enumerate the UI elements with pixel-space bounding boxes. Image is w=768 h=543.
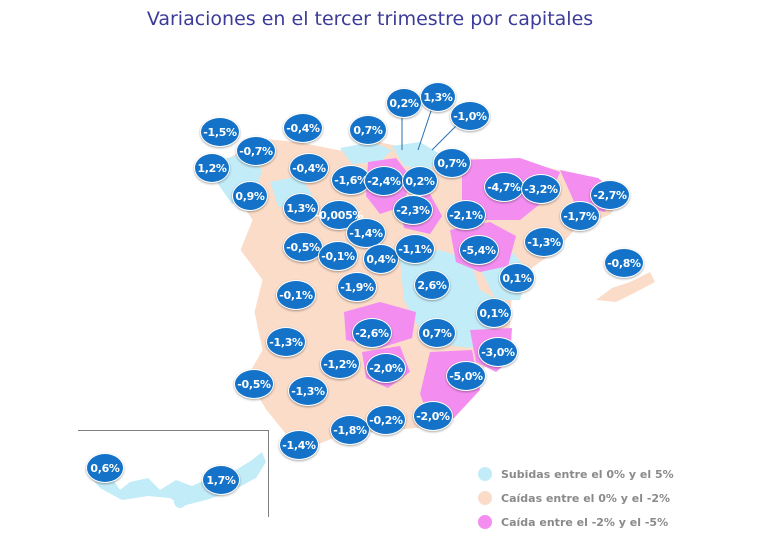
value-bubble: -4,7%: [484, 172, 524, 202]
value-bubble: -2,4%: [364, 166, 404, 196]
value-bubble: 0,2%: [386, 88, 422, 118]
value-bubble: -1,1%: [395, 234, 435, 264]
value-bubble: 0,7%: [349, 115, 387, 145]
map-legend: Subidas entre el 0% y el 5% Caídas entre…: [478, 462, 674, 534]
legend-item-small-fall: Caídas entre el 0% y el -2%: [478, 486, 674, 510]
basque-rise-region: [392, 142, 440, 170]
value-bubble: -5,0%: [446, 361, 486, 391]
value-bubble: 0,1%: [499, 263, 535, 293]
cantabria-rise-region: [340, 142, 392, 164]
value-bubble: -2,0%: [366, 353, 406, 383]
value-bubble: -1,2%: [320, 349, 360, 379]
value-bubble: -0,5%: [283, 232, 323, 262]
value-bubble: -0,1%: [276, 280, 316, 310]
value-bubble: -1,7%: [560, 201, 600, 231]
canary-islands-inset-frame: [78, 430, 269, 517]
value-bubble: -1,3%: [266, 327, 306, 357]
value-bubble: 0,9%: [232, 181, 268, 211]
value-bubble: -3,0%: [478, 337, 518, 367]
value-bubble: -1,3%: [288, 376, 328, 406]
leader-line: [417, 107, 433, 151]
value-bubble: 0,7%: [433, 148, 471, 178]
value-bubble: 1,3%: [420, 82, 456, 112]
value-bubble: 0,6%: [86, 453, 124, 483]
value-bubble: -0,4%: [283, 113, 323, 143]
value-bubble: -1,5%: [200, 117, 240, 147]
value-bubble: -0,4%: [289, 153, 329, 183]
value-bubble: -1,4%: [346, 218, 386, 248]
value-bubble: 0,7%: [418, 318, 456, 348]
value-bubble: 2,6%: [414, 270, 450, 300]
value-bubble: -5,4%: [459, 235, 499, 265]
value-bubble: -1,9%: [337, 272, 377, 302]
value-bubble: -3,2%: [521, 174, 561, 204]
legend-item-large-fall: Caída entre el -2% y el -5%: [478, 510, 674, 534]
value-bubble: -1,3%: [524, 227, 564, 257]
value-bubble: -1,4%: [279, 430, 319, 460]
value-bubble: -1,0%: [450, 101, 490, 131]
value-bubble: 0,4%: [363, 244, 399, 274]
value-bubble: 1,3%: [283, 193, 319, 223]
value-bubble: -0,7%: [236, 136, 276, 166]
value-bubble: -1,8%: [330, 415, 370, 445]
canary-islet: [174, 496, 186, 508]
legend-label-large-fall: Caída entre el -2% y el -5%: [501, 515, 669, 529]
balearic-islands: [596, 272, 655, 302]
legend-swatch-large-fall: [478, 515, 492, 529]
value-bubble: -0,2%: [366, 405, 406, 435]
value-bubble: 0,1%: [476, 298, 512, 328]
legend-swatch-small-fall: [478, 491, 492, 505]
value-bubble: -2,7%: [590, 180, 630, 210]
value-bubble: -2,1%: [446, 200, 486, 230]
value-bubble: -2,3%: [393, 195, 433, 225]
legend-label-small-fall: Caídas entre el 0% y el -2%: [501, 491, 671, 505]
value-bubble: -2,6%: [352, 318, 392, 348]
map-title: Variaciones en el tercer trimestre por c…: [146, 8, 594, 30]
value-bubble: -0,5%: [234, 369, 274, 399]
legend-swatch-rise: [478, 467, 492, 481]
value-bubble: 1,2%: [194, 153, 230, 183]
legend-label-rise: Subidas entre el 0% y el 5%: [501, 467, 674, 481]
value-bubble: -2,0%: [413, 401, 453, 431]
leader-line: [431, 123, 459, 151]
value-bubble: 1,7%: [202, 465, 240, 495]
value-bubble: -0,1%: [318, 241, 358, 271]
legend-item-rise: Subidas entre el 0% y el 5%: [478, 462, 674, 486]
value-bubble: 0,2%: [402, 166, 438, 196]
value-bubble: -0,8%: [604, 248, 644, 278]
